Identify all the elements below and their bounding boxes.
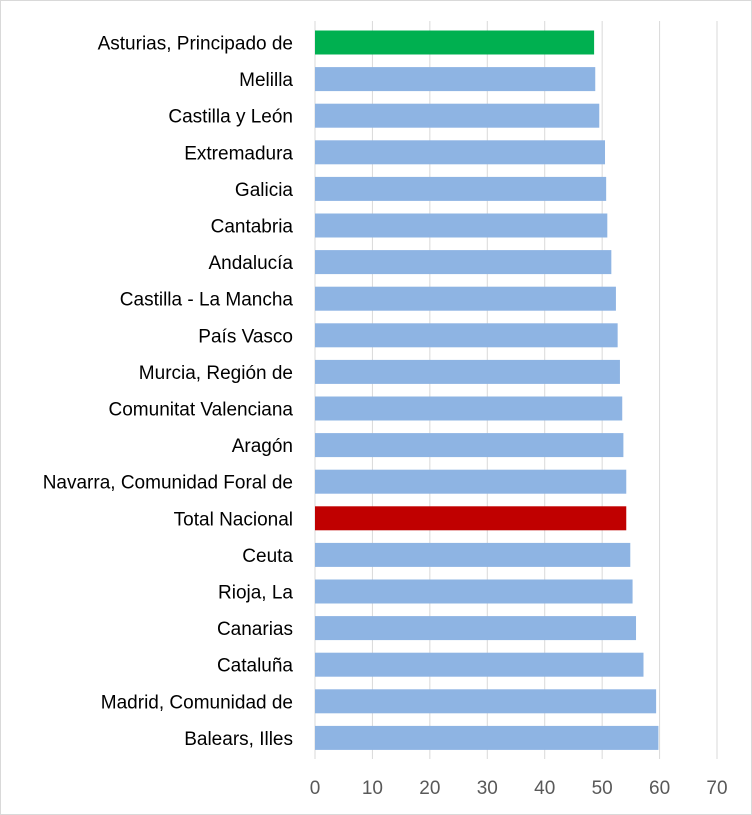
category-label: Andalucía [208,253,293,274]
bar [315,286,616,311]
category-label: Total Nacional [174,509,293,530]
category-label: Murcia, Región de [139,363,293,384]
category-label: Ceuta [242,546,293,567]
category-labels: Asturias, Principado de Melilla Castilla y… [43,34,294,750]
bar [315,616,637,641]
category-label: Castilla - La Mancha [120,290,294,311]
bar [315,323,618,348]
x-tick-label: 40 [534,778,555,799]
bar [315,213,608,238]
bar [315,506,627,531]
bar [315,542,631,567]
bar [315,250,612,275]
bar [315,579,633,604]
bar [315,469,627,494]
bar [315,396,623,421]
bar [315,725,659,750]
x-tick-label: 60 [649,778,670,799]
bar [315,689,657,714]
x-tick-label: 30 [477,778,498,799]
bar [315,67,596,92]
category-label: Asturias, Principado de [98,34,293,55]
bar [315,433,624,458]
category-label: Madrid, Comunidad de [101,692,293,713]
x-axis-ticks: 0 10 20 30 40 50 60 70 [310,778,728,799]
bar [315,176,607,201]
bar [315,30,595,55]
category-label: Comunitat Valenciana [109,400,294,421]
x-tick-label: 70 [706,778,727,799]
category-label: Extremadura [184,143,293,164]
x-tick-label: 10 [362,778,383,799]
category-label: Canarias [217,619,293,640]
category-label: Rioja, La [218,583,293,604]
category-label: Aragón [232,436,293,457]
bars [315,30,659,750]
category-label: País Vasco [198,326,293,347]
category-label: Galicia [235,180,294,201]
bar [315,652,644,677]
category-label: Navarra, Comunidad Foral de [43,473,293,494]
bar [315,140,606,165]
bar [315,103,600,128]
category-label: Melilla [239,70,293,91]
category-label: Castilla y León [168,107,293,128]
category-label: Cataluña [217,656,293,677]
x-tick-label: 50 [592,778,613,799]
bar [315,359,620,384]
x-tick-label: 20 [419,778,440,799]
gridlines [314,21,718,759]
category-label: Cantabria [211,217,294,238]
x-tick-label: 0 [310,778,321,799]
category-label: Balears, Illes [184,729,293,750]
